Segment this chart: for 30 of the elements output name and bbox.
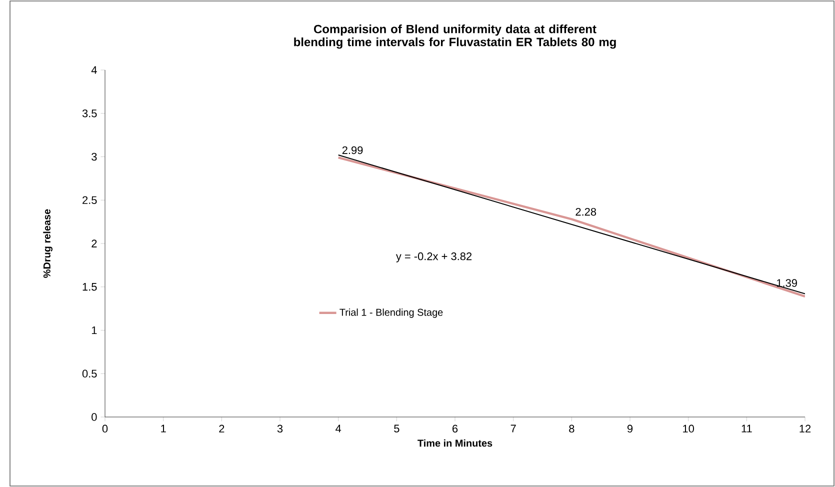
x-tick-label: 8 bbox=[569, 424, 574, 433]
x-tick-label: 6 bbox=[452, 424, 458, 433]
x-tick-label: 12 bbox=[800, 424, 811, 432]
chart-title: Comparision of Blend uniformity data at different blending time intervals for Fluvastatin ER Tablets 80 mg bbox=[294, 24, 616, 49]
x-tick-label: 10 bbox=[683, 424, 694, 433]
x-tick-label: 1 bbox=[161, 424, 166, 432]
annotation: y = -0.2x + 3.82 bbox=[396, 252, 472, 262]
x-tick-label: 7 bbox=[510, 424, 516, 432]
x-tick-label: 4 bbox=[336, 424, 342, 432]
x-axis-title: Time in Minutes bbox=[418, 439, 492, 447]
y-tick-label: 1.5 bbox=[82, 283, 97, 291]
y-tick-label: 3.5 bbox=[82, 110, 97, 118]
x-tick-label: 2 bbox=[219, 424, 224, 432]
y-tick-label: 4 bbox=[91, 66, 97, 74]
y-tick-label: 0 bbox=[92, 413, 97, 421]
x-tick-label: 0 bbox=[102, 424, 108, 433]
x-tick-label: 3 bbox=[277, 424, 283, 433]
y-tick-label: 2 bbox=[92, 240, 97, 248]
data-label: 1.39 bbox=[776, 279, 797, 287]
y-tick-label: 2.5 bbox=[82, 196, 97, 204]
y-tick-label: 0.5 bbox=[82, 370, 97, 378]
x-tick-label: 9 bbox=[627, 424, 633, 433]
legend-label: Trial 1 - Blending Stage bbox=[340, 308, 443, 318]
y-tick-label: 1 bbox=[92, 326, 97, 334]
x-tick-label: 5 bbox=[394, 424, 400, 432]
y-tick-label: 3 bbox=[92, 152, 97, 161]
x-tick-label: 11 bbox=[742, 424, 752, 432]
y-axis-title: %Drug release bbox=[43, 209, 52, 278]
data-label: 2.99 bbox=[342, 146, 363, 154]
data-label: 2.28 bbox=[576, 208, 596, 216]
